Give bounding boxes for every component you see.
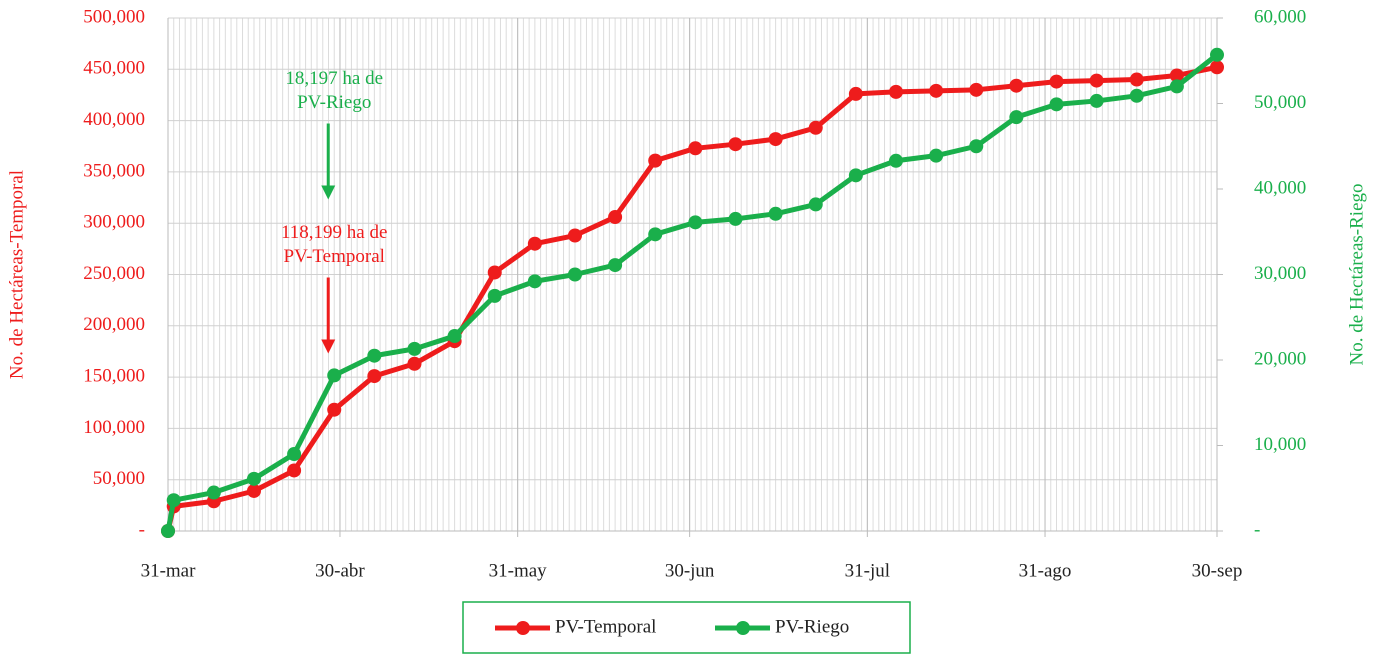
y2-axis-title: No. de Hectáreas-Riego (1346, 183, 1367, 365)
point (287, 463, 302, 478)
point (808, 120, 823, 135)
y-tick-label: 350,000 (83, 160, 145, 181)
y-tick-label: 100,000 (83, 417, 145, 438)
point (487, 288, 502, 303)
x-tick-label: 30-jun (665, 560, 715, 581)
annotation: 18,197 ha de (285, 68, 383, 89)
point (848, 168, 863, 183)
y2-tick-label: 10,000 (1254, 434, 1306, 455)
legend-label: PV-Temporal (555, 616, 656, 637)
point (246, 483, 261, 498)
annotation-arrowhead (321, 185, 336, 200)
y2-tick-label: 40,000 (1254, 177, 1306, 198)
y-tick-label: 150,000 (83, 365, 145, 386)
point (166, 493, 181, 508)
point (688, 215, 703, 230)
y2-tick-label: 60,000 (1254, 6, 1306, 27)
legend-marker (736, 621, 750, 635)
point (768, 206, 783, 221)
point (527, 236, 542, 251)
point (688, 141, 703, 156)
point (648, 227, 663, 242)
legend-marker (516, 621, 530, 635)
point (407, 341, 422, 356)
point (888, 153, 903, 168)
point (1210, 47, 1224, 62)
point (1089, 93, 1104, 108)
annotation: PV-Riego (297, 92, 371, 113)
point (608, 210, 623, 225)
x-tick-label: 31-may (489, 560, 548, 581)
annotation-arrowhead (321, 339, 336, 354)
y-axis-title: No. de Hectáreas-Temporal (6, 170, 27, 379)
point (527, 274, 542, 289)
y2-tick-label: 20,000 (1254, 348, 1306, 369)
point (969, 82, 984, 97)
y2-tick-label: 50,000 (1254, 92, 1306, 113)
point (1049, 74, 1064, 89)
y-tick-label: 500,000 (83, 6, 145, 27)
point (447, 329, 462, 344)
series-line (165, 52, 1219, 532)
point (1089, 73, 1104, 88)
point (246, 471, 261, 486)
y-tick-label: 450,000 (83, 58, 145, 79)
series-line (165, 64, 1218, 532)
x-tick-label: 31-ago (1019, 560, 1072, 581)
point (327, 368, 342, 383)
point (1129, 72, 1144, 87)
y-tick-label: - (139, 519, 145, 540)
point (287, 447, 302, 462)
point (728, 137, 743, 152)
point (567, 228, 582, 243)
point (1169, 79, 1184, 94)
point (367, 348, 382, 363)
point (808, 197, 823, 212)
point (1049, 97, 1064, 112)
point (888, 84, 903, 99)
point (367, 369, 382, 384)
y-tick-label: 300,000 (83, 212, 145, 233)
annotation: PV-Temporal (284, 246, 385, 267)
y2-tick-label: 30,000 (1254, 263, 1306, 284)
y-tick-label: 250,000 (83, 263, 145, 284)
x-tick-label: 31-mar (141, 560, 197, 581)
point (407, 356, 422, 371)
point (728, 211, 743, 226)
point (929, 83, 944, 98)
point (1009, 110, 1024, 125)
point (161, 524, 175, 538)
point (848, 86, 863, 101)
point (1210, 60, 1224, 75)
point (768, 132, 783, 147)
point (648, 153, 663, 168)
y-tick-label: 400,000 (83, 109, 145, 130)
point (929, 148, 944, 163)
point (969, 139, 984, 154)
point (206, 485, 221, 500)
legend-label: PV-Riego (775, 616, 849, 637)
y-tick-label: 200,000 (83, 314, 145, 335)
annotation: 118,199 ha de (281, 222, 387, 243)
point (1009, 78, 1024, 93)
y2-tick-label: - (1254, 519, 1260, 540)
y-tick-label: 50,000 (93, 468, 145, 489)
point (327, 402, 342, 417)
point (608, 258, 623, 273)
point (1129, 88, 1144, 103)
point (567, 267, 582, 282)
point (1169, 68, 1184, 83)
x-tick-label: 30-sep (1192, 560, 1243, 581)
x-tick-label: 30-abr (315, 560, 365, 581)
point (487, 265, 502, 280)
x-tick-label: 31-jul (845, 560, 890, 581)
